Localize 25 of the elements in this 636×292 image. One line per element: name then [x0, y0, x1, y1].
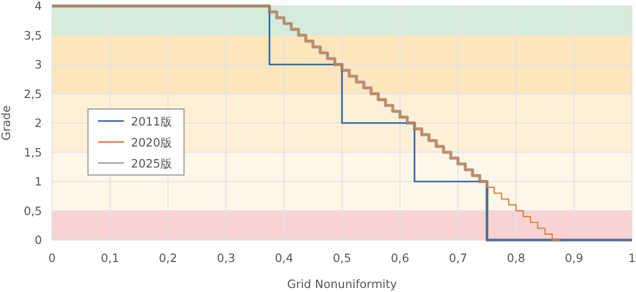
- y-tick-label: 0,5: [24, 204, 42, 218]
- x-tick-label: 0,6: [390, 251, 410, 265]
- y-tick-label: 0: [34, 233, 42, 247]
- x-tick-label: 0,1: [100, 251, 120, 265]
- y-axis-title: Grade: [0, 105, 13, 141]
- x-tick-label: 0,8: [506, 251, 526, 265]
- x-tick-label: 0: [48, 251, 56, 265]
- y-tick-label: 1,5: [24, 145, 42, 160]
- x-tick-label: 0,2: [158, 251, 178, 265]
- y-tick-label: 4: [34, 0, 42, 13]
- y-tick-label: 3: [34, 58, 42, 72]
- x-axis-title: Grid Nonuniformity: [287, 277, 398, 291]
- x-tick-label: 0,7: [448, 251, 468, 265]
- x-tick-label: 1: [628, 251, 636, 265]
- y-tick-label: 2,5: [24, 86, 42, 101]
- y-tick-label: 3,5: [24, 28, 42, 42]
- legend-label: 2020版: [131, 136, 172, 150]
- x-tick-label: 0,3: [216, 251, 236, 265]
- y-tick-label: 2: [34, 116, 42, 130]
- x-tick-label: 0,5: [332, 251, 352, 265]
- x-tick-label: 0,4: [274, 251, 294, 265]
- legend-label: 2011版: [131, 114, 172, 128]
- legend-label: 2025版: [131, 156, 172, 170]
- x-tick-label: 0,9: [564, 251, 584, 265]
- y-tick-label: 1: [34, 174, 42, 188]
